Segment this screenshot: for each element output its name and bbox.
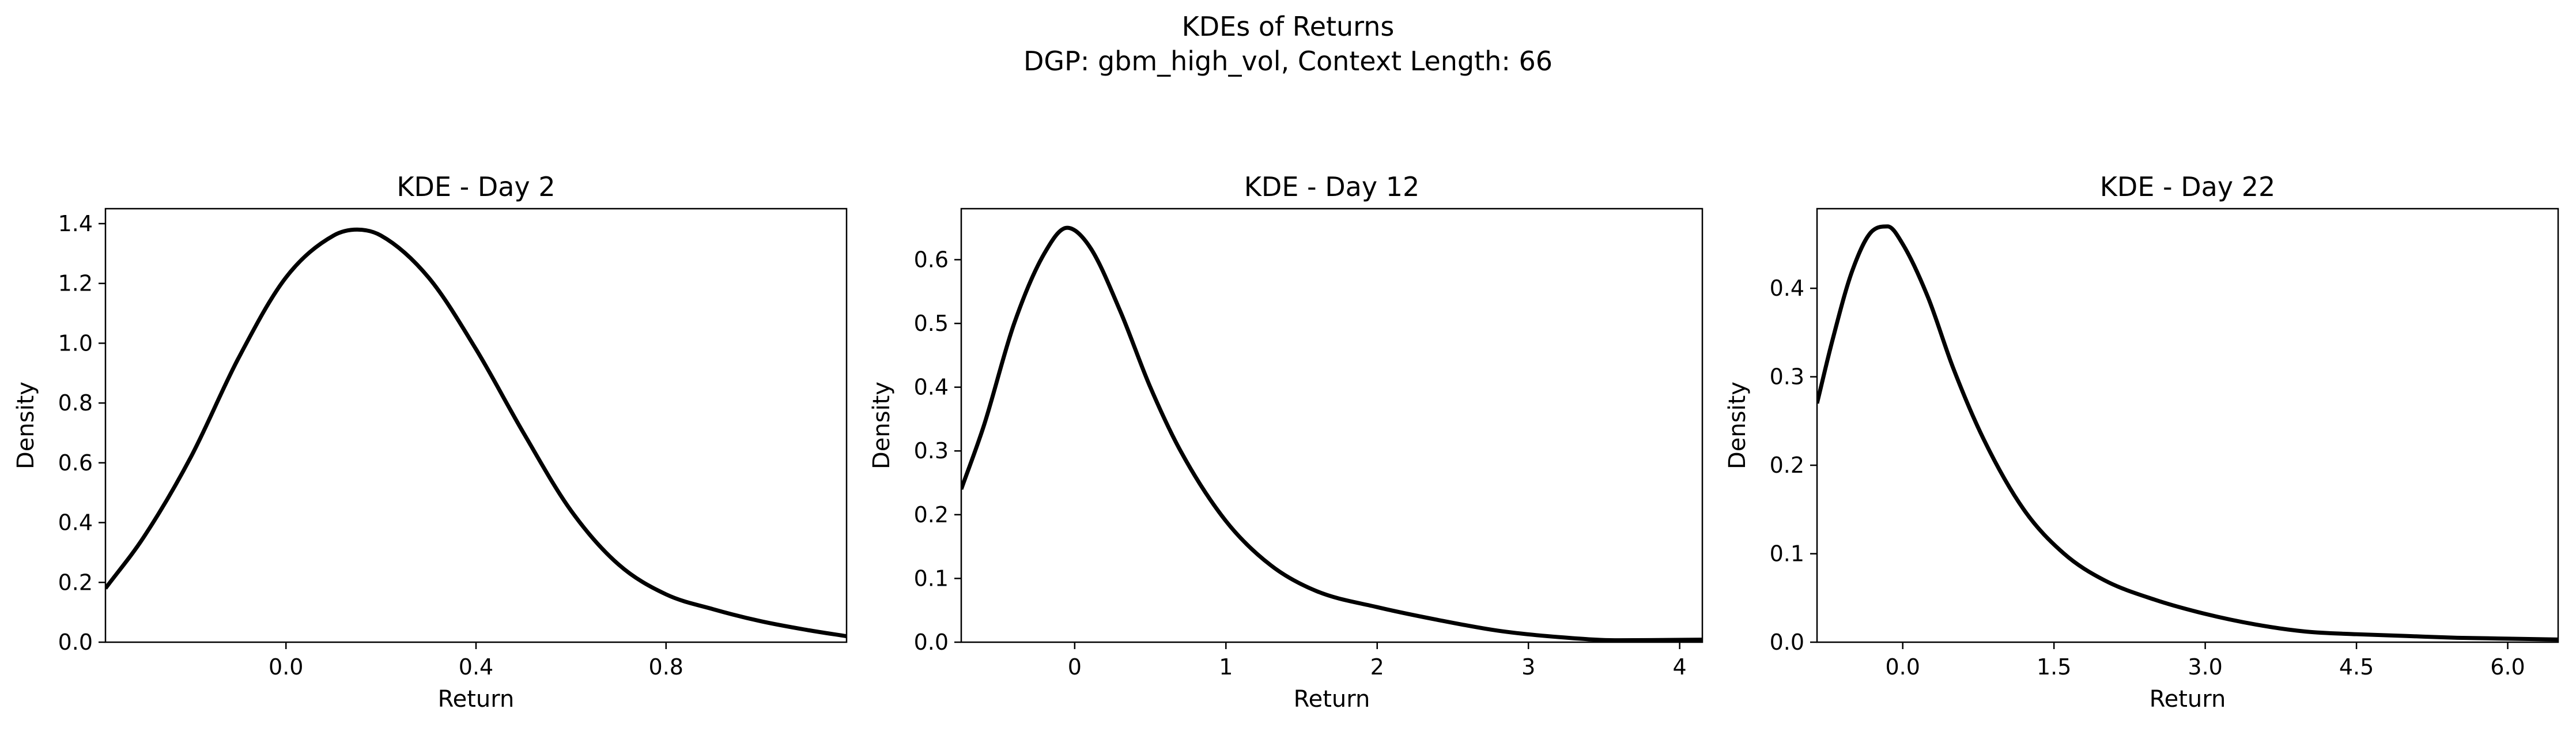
kde-density-line bbox=[1817, 224, 2558, 642]
y-tick-label: 0.2 bbox=[1770, 453, 1804, 478]
kde-subplot-1: 0.0 0.4 0.8 0.0 0.2 0.4 0.6 0.8 1.0 1.2 1.4 KDE - D… bbox=[13, 171, 848, 713]
y-tick-label: 0.0 bbox=[58, 630, 93, 655]
x-tick-label: 0.4 bbox=[459, 654, 493, 680]
x-tick-label: 1.5 bbox=[2037, 654, 2071, 680]
x-tick-label: 3.0 bbox=[2188, 654, 2222, 680]
y-tick-label: 0.3 bbox=[1770, 364, 1804, 390]
x-tick-label: 3 bbox=[1521, 654, 1535, 680]
axes-frame bbox=[960, 208, 1704, 643]
x-axis-label: Return bbox=[438, 686, 515, 713]
x-tick-label: 0.0 bbox=[269, 654, 303, 680]
y-tick-label: 1.0 bbox=[58, 330, 93, 356]
x-tick-label: 0 bbox=[1068, 654, 1082, 680]
subplot-title: KDE - Day 12 bbox=[1244, 171, 1419, 202]
figure-suptitle-line2: DGP: gbm_high_vol, Context Length: 66 bbox=[1023, 46, 1553, 77]
figure-suptitle-line1: KDEs of Returns bbox=[1182, 11, 1395, 42]
y-tick-label: 0.4 bbox=[914, 375, 949, 400]
x-tick-label: 4 bbox=[1673, 654, 1687, 680]
y-axis-label: Density bbox=[868, 382, 895, 469]
y-tick-label: 1.2 bbox=[58, 271, 93, 296]
y-tick-label: 0.2 bbox=[914, 502, 949, 527]
x-tick-label: 1 bbox=[1219, 654, 1233, 680]
y-axis-label: Density bbox=[1724, 382, 1751, 469]
kde-subplot-2: 0 1 2 3 4 0.0 0.1 0.2 0.3 0.4 0.5 0.6 KDE - Day 12 Re… bbox=[868, 171, 1704, 713]
kde-density-line bbox=[105, 227, 847, 639]
x-tick-label: 4.5 bbox=[2339, 654, 2374, 680]
kde-density-line bbox=[961, 225, 1702, 642]
x-tick-label: 0.0 bbox=[1886, 654, 1920, 680]
y-tick-label: 1.4 bbox=[58, 211, 93, 236]
y-tick-label: 0.5 bbox=[914, 311, 949, 336]
x-axis-label: Return bbox=[2150, 686, 2226, 713]
x-tick-label: 6.0 bbox=[2490, 654, 2525, 680]
axes-frame bbox=[1816, 208, 2559, 643]
y-tick-label: 0.8 bbox=[58, 390, 93, 416]
y-tick-label: 0.0 bbox=[1770, 630, 1804, 655]
subplot-panels: 0.0 0.4 0.8 0.0 0.2 0.4 0.6 0.8 1.0 1.2 1.4 KDE - D… bbox=[13, 171, 2559, 713]
y-tick-label: 0.3 bbox=[914, 438, 949, 463]
kde-subplot-3: 0.0 1.5 3.0 4.5 6.0 0.0 0.1 0.2 0.3 0.4 KDE - Day … bbox=[1724, 171, 2559, 713]
subplot-title: KDE - Day 2 bbox=[396, 171, 555, 202]
subplot-title: KDE - Day 22 bbox=[2100, 171, 2275, 202]
x-tick-label: 2 bbox=[1370, 654, 1384, 680]
y-axis-label: Density bbox=[13, 382, 39, 469]
y-tick-label: 0.4 bbox=[58, 510, 93, 536]
y-tick-label: 0.6 bbox=[58, 450, 93, 476]
x-tick-label: 0.8 bbox=[649, 654, 683, 680]
y-tick-label: 0.2 bbox=[58, 570, 93, 595]
y-tick-label: 0.0 bbox=[914, 630, 949, 655]
y-tick-label: 0.4 bbox=[1770, 276, 1804, 301]
y-tick-label: 0.6 bbox=[914, 247, 949, 272]
y-tick-label: 0.1 bbox=[914, 566, 949, 591]
x-axis-label: Return bbox=[1294, 686, 1370, 713]
y-tick-label: 0.1 bbox=[1770, 541, 1804, 567]
